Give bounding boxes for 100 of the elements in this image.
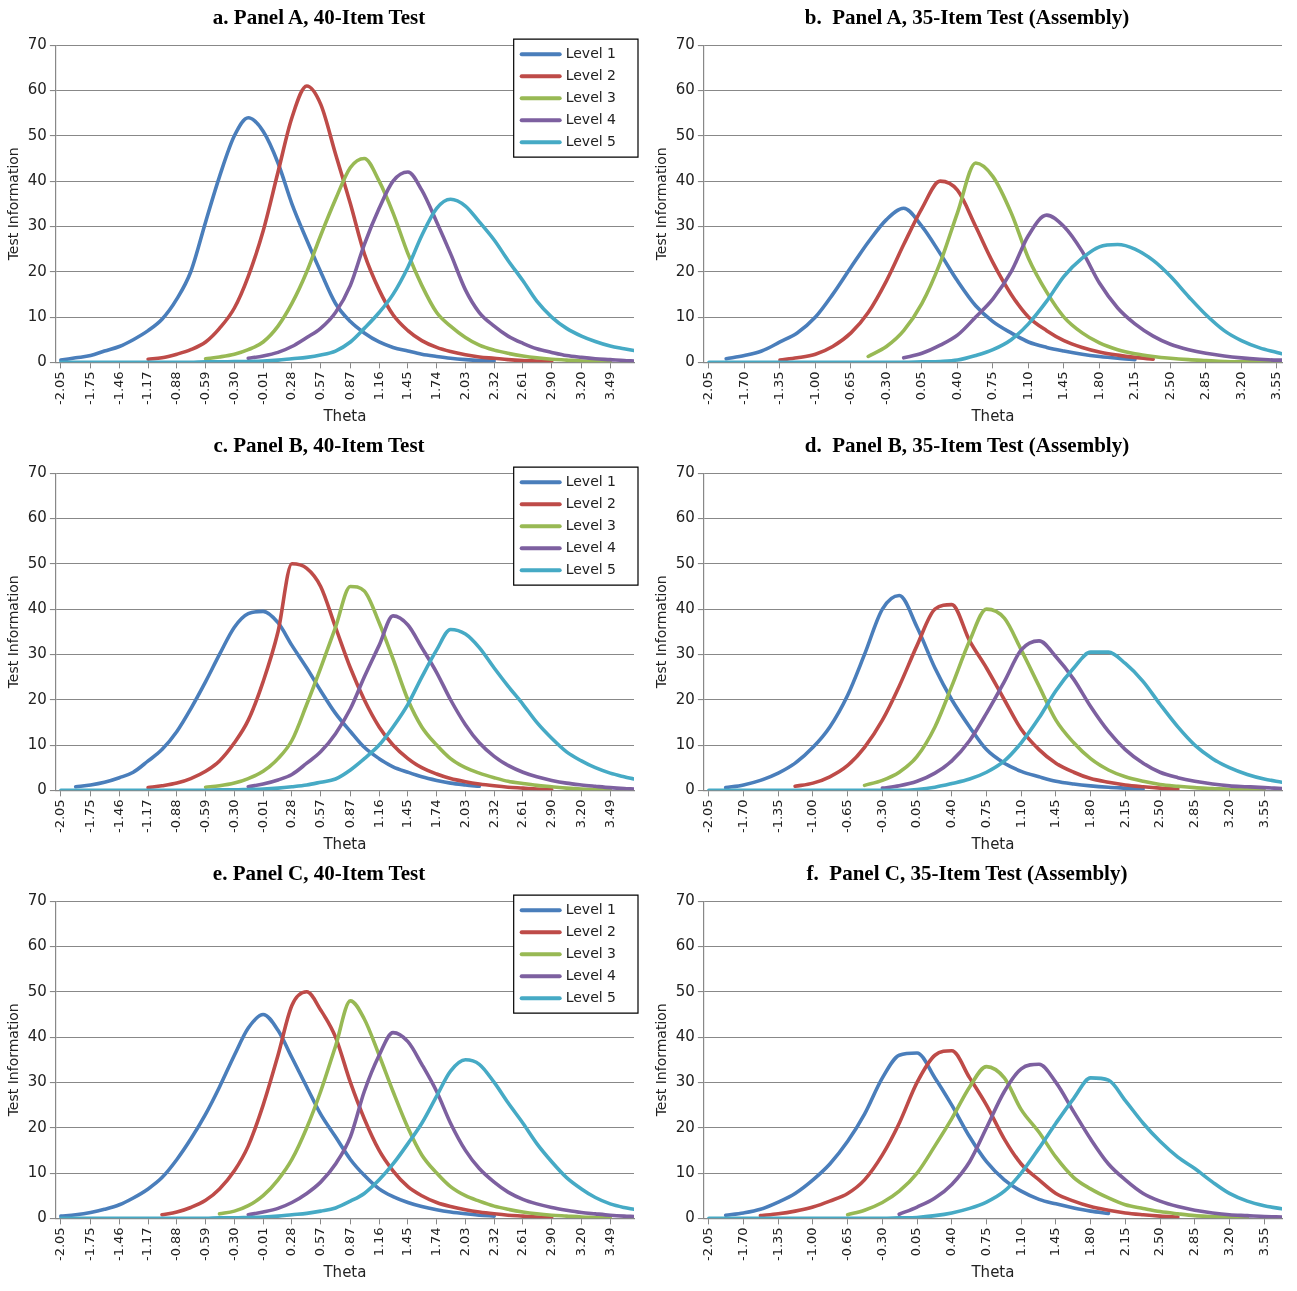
x-tick-label: 3.55	[1255, 799, 1271, 829]
x-tick-label: 3.20	[1220, 799, 1236, 829]
x-tick-label: 2.85	[1197, 371, 1213, 401]
legend-label: Level 5	[565, 988, 616, 1005]
y-tick-label: 30	[675, 644, 695, 663]
line-series	[793, 602, 1180, 791]
x-tick-label: 1.45	[399, 799, 415, 829]
chart-title: e. Panel C, 40-Item Test	[212, 861, 426, 886]
x-tick-label: 1.74	[428, 371, 444, 401]
line-series	[59, 115, 496, 363]
x-tick-label: 2.61	[514, 799, 530, 829]
y-tick-label: 30	[27, 644, 47, 663]
x-tick-label: 0.87	[341, 1227, 357, 1257]
x-tick-label: 2.03	[456, 371, 472, 401]
x-tick-label: 2.50	[1151, 799, 1167, 829]
y-axis-title: Test Information	[5, 147, 22, 262]
x-tick-label: -1.75	[81, 371, 97, 405]
legend-label: Level 5	[565, 132, 616, 149]
y-tick-label: 30	[675, 1072, 695, 1091]
line-series	[707, 650, 1282, 791]
x-tick-label: 2.15	[1116, 799, 1132, 829]
y-tick-label: 30	[27, 1072, 47, 1091]
x-tick-label: 1.10	[1012, 1227, 1028, 1257]
x-tick-label: 3.55	[1255, 1227, 1271, 1257]
x-tick-label: -0.30	[225, 1227, 241, 1261]
line-series	[246, 170, 634, 363]
x-tick-label: 0.57	[312, 371, 328, 401]
legend-label: Level 4	[565, 966, 617, 983]
x-axis-title: Theta	[322, 834, 367, 853]
x-tick-label: -0.59	[197, 371, 212, 405]
y-tick-label: 0	[37, 780, 47, 799]
y-tick-label: 50	[27, 981, 47, 1000]
y-tick-label: 60	[675, 508, 695, 527]
x-tick-label: -0.30	[877, 371, 893, 405]
x-tick-label: 1.74	[428, 799, 444, 829]
x-tick-label: -0.30	[225, 799, 241, 833]
x-tick-label: 0.05	[913, 371, 929, 401]
y-tick-label: 10	[27, 306, 47, 325]
x-tick-label: 1.10	[1012, 799, 1028, 829]
x-tick-label: 2.90	[543, 1227, 559, 1257]
legend-label: Level 2	[565, 494, 616, 511]
x-tick-label: 1.45	[1047, 799, 1063, 829]
x-tick-label: 3.55	[1268, 371, 1284, 401]
x-tick-label: -1.17	[139, 799, 155, 833]
y-tick-label: 20	[27, 261, 47, 280]
x-tick-label: -1.75	[81, 1227, 97, 1261]
x-tick-label: -0.30	[873, 799, 889, 833]
y-tick-label: 30	[27, 216, 47, 235]
x-tick-label: -1.00	[804, 1227, 820, 1261]
chart-title: d. Panel B, 35-Item Test (Assembly)	[804, 433, 1130, 458]
x-tick-label: -0.65	[842, 371, 858, 405]
y-tick-label: 60	[27, 936, 47, 955]
x-tick-label: -1.17	[139, 371, 155, 405]
legend-label: Level 3	[565, 88, 616, 105]
legend-label: Level 1	[565, 900, 616, 917]
y-tick-label: 50	[675, 981, 695, 1000]
line-series	[758, 1048, 1180, 1219]
x-tick-label: 0.75	[977, 1227, 993, 1257]
legend-label: Level 3	[565, 944, 616, 961]
y-axis-title: Test Information	[653, 575, 670, 690]
x-tick-label: -2.05	[700, 371, 716, 405]
x-tick-label: 2.50	[1151, 1227, 1167, 1257]
x-tick-label: -1.75	[81, 799, 97, 833]
y-tick-label: 0	[37, 1208, 47, 1227]
x-tick-label: -0.01	[254, 1227, 270, 1261]
line-series	[707, 242, 1282, 363]
legend-label: Level 4	[565, 110, 617, 127]
x-tick-label: -2.05	[700, 1227, 716, 1261]
x-tick-label: 0.87	[341, 799, 357, 829]
y-tick-label: 0	[685, 780, 695, 799]
y-tick-label: 60	[27, 80, 47, 99]
x-axis-title: Theta	[970, 1262, 1015, 1281]
line-series	[880, 639, 1282, 791]
y-tick-label: 0	[685, 352, 695, 371]
x-tick-label: 2.85	[1186, 799, 1202, 829]
x-tick-label: 1.45	[399, 371, 415, 401]
x-tick-label: -0.30	[873, 1227, 889, 1261]
x-axis-title: Theta	[970, 834, 1015, 853]
x-tick-label: 1.80	[1081, 1227, 1097, 1257]
y-tick-label: 40	[675, 171, 695, 190]
x-tick-label: 1.16	[370, 371, 386, 401]
legend-label: Level 3	[565, 516, 616, 533]
y-axis-title: Test Information	[653, 1003, 670, 1118]
y-tick-label: 40	[27, 599, 47, 618]
x-tick-label: 0.40	[948, 371, 964, 401]
y-tick-label: 70	[675, 891, 695, 910]
chart-title: b. Panel A, 35-Item Test (Assembly)	[804, 5, 1130, 30]
x-tick-label: 1.74	[428, 1227, 444, 1257]
x-tick-label: -0.01	[254, 371, 270, 405]
line-series	[246, 614, 634, 791]
chart-title: c. Panel B, 40-Item Test	[213, 433, 425, 458]
x-tick-label: 1.10	[1019, 371, 1035, 401]
line-series	[146, 84, 554, 363]
y-tick-label: 50	[675, 125, 695, 144]
x-tick-label: 3.20	[572, 1227, 588, 1257]
x-tick-label: -1.00	[806, 371, 822, 405]
y-tick-label: 10	[675, 306, 695, 325]
x-tick-label: 0.28	[283, 371, 299, 401]
x-tick-label: 3.20	[1220, 1227, 1236, 1257]
x-tick-label: 1.45	[1055, 371, 1071, 401]
